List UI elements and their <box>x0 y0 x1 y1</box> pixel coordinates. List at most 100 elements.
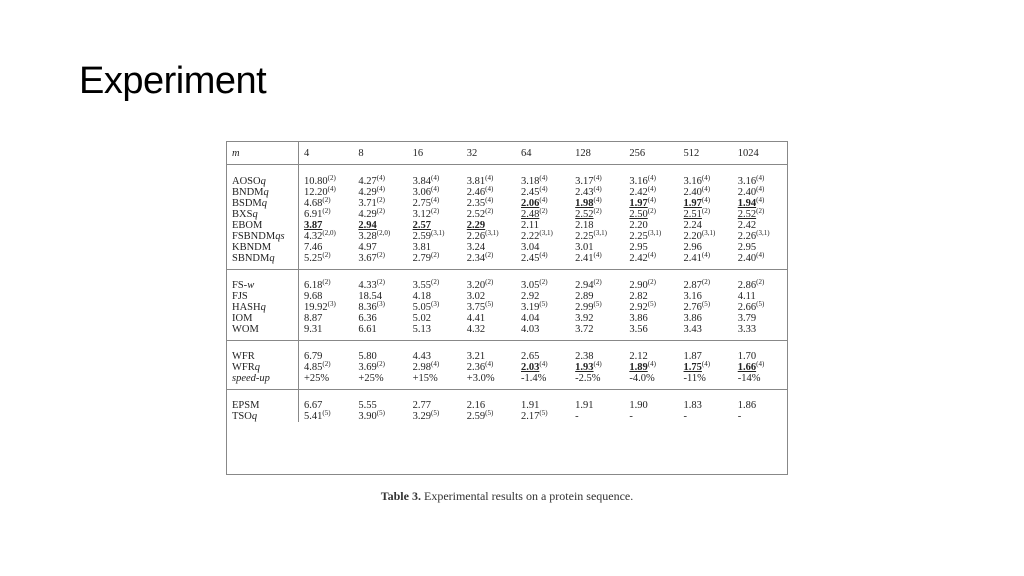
table-row: FS-w 6.18(2) 4.33(2) 3.55(2) 3.20(2) 3.05(2) 2… <box>227 269 787 291</box>
cell-value: 1.94 <box>737 197 757 209</box>
table-row: EBOM 3.87 2.94 2.57 2.29 2.11 2.18 2.20 2.24 2.42 <box>227 219 787 231</box>
cell-value: 2.57 <box>412 219 431 231</box>
table-cell: 3.19(5) <box>516 300 570 313</box>
column-header: 32 <box>461 142 516 165</box>
cell-value: 4.04 <box>520 312 540 324</box>
cell-value: 2.52 <box>466 208 486 220</box>
table-cell: 2.94(2) <box>570 269 624 291</box>
cell-parameter: (4) <box>593 195 602 204</box>
cell-parameter: (4) <box>485 359 494 368</box>
table-cell: 19.92(3) <box>299 300 354 313</box>
cell-value: -14% <box>737 372 761 384</box>
table-cell: 3.81 <box>408 242 462 253</box>
cell-value: 2.89 <box>575 290 594 302</box>
table-cell: 2.41(4) <box>570 251 625 270</box>
algorithm-name: BXSq <box>227 208 299 220</box>
cell-parameter: (2) <box>322 195 331 204</box>
table-cell: 5.55 <box>353 389 407 411</box>
algorithm-name: WFRq <box>227 361 299 373</box>
table-cell: 3.04 <box>516 242 570 253</box>
cell-value: 2.42 <box>629 252 648 264</box>
table-cell: 2.17(5) <box>516 408 570 422</box>
cell-value: 3.71 <box>358 197 377 209</box>
table-cell: 3.75(5) <box>462 300 516 313</box>
cell-parameter: (4) <box>756 173 765 182</box>
cell-value: 1.89 <box>629 361 648 373</box>
cell-parameter: (5) <box>376 408 385 417</box>
cell-value: 3.72 <box>575 323 594 335</box>
cell-value: 3.19 <box>520 301 540 313</box>
cell-value: 2.82 <box>629 290 648 302</box>
cell-parameter: (4) <box>701 184 711 193</box>
table-cell: 2.65 <box>516 340 570 362</box>
table-cell: 1.97(4) <box>679 196 733 209</box>
cell-parameter: (5) <box>647 299 656 308</box>
algorithm-suffix: q <box>260 301 266 313</box>
table-cell: -1.4% <box>515 372 571 390</box>
cell-value: 3.43 <box>683 323 702 335</box>
algorithm-name: SBNDMq <box>227 252 299 270</box>
table-cell: 10.80(2) <box>299 164 354 187</box>
table-cell: 5.41(5) <box>299 408 354 422</box>
table-cell: 4.04 <box>516 313 570 324</box>
cell-value: 2.20 <box>683 230 702 242</box>
cell-parameter: (2) <box>593 277 602 286</box>
cell-value: 2.40 <box>683 186 702 198</box>
algorithm-base: TSO <box>232 410 252 422</box>
cell-value: 2.12 <box>629 350 648 362</box>
cell-value: 4.32 <box>466 323 486 335</box>
cell-parameter: (2) <box>376 195 385 204</box>
cell-parameter: (2,0) <box>376 228 391 237</box>
table-cell: 2.50(2) <box>624 207 678 220</box>
cell-value: 2.45 <box>520 186 540 198</box>
table-cell: 2.16 <box>462 389 516 411</box>
cell-parameter: (5) <box>322 408 331 417</box>
table-cell: 2.94 <box>353 220 407 231</box>
cell-value: 2.99 <box>575 301 594 313</box>
cell-value: 3.17 <box>575 175 594 187</box>
table-cell: 2.79(2) <box>407 250 462 270</box>
cell-parameter: (3,1) <box>647 228 662 237</box>
table-cell: 3.05(2) <box>516 269 570 291</box>
cell-value: 3.86 <box>629 312 648 324</box>
algorithm-base: EPSM <box>232 399 260 411</box>
cell-parameter: (2) <box>539 277 548 286</box>
table-cell: 4.43 <box>408 340 462 362</box>
cell-parameter: (4) <box>539 359 548 368</box>
table-cell: 3.16(4) <box>624 164 678 187</box>
cell-parameter: (2) <box>539 206 548 215</box>
table-cell: - <box>570 411 624 422</box>
cell-parameter: (5) <box>539 408 548 417</box>
cell-value: -2.5% <box>575 372 601 384</box>
cell-value: 5.13 <box>412 323 431 335</box>
table-row: BNDMq 12.20(4) 4.29(4) 3.06(4) 2.46(4) 2.45(4… <box>227 184 787 198</box>
cell-parameter: (2) <box>756 206 765 215</box>
table-row: KBNDM 7.46 4.97 3.81 3.24 3.04 3.01 2.95 2.96 2.9… <box>227 241 787 253</box>
table-cell: 2.59(3,1) <box>408 229 462 242</box>
cell-value: 2.26 <box>466 230 486 242</box>
cell-value: 3.05 <box>520 279 540 291</box>
cell-value: 7.46 <box>304 241 323 253</box>
cell-parameter: (2) <box>430 250 440 259</box>
table-cell: 3.86 <box>679 313 733 324</box>
cell-parameter: (4) <box>539 250 548 259</box>
cell-parameter: (2) <box>756 277 765 286</box>
table-cell: 2.18 <box>570 220 624 231</box>
cell-value: -4.0% <box>629 372 655 384</box>
table-cell: -4.0% <box>624 372 679 390</box>
algorithm-suffix: speed-up <box>232 372 270 384</box>
table-cell: 2.42(4) <box>624 185 678 198</box>
table-cell: 2.59(5) <box>462 409 516 422</box>
table-cell: 3.81(4) <box>462 164 516 187</box>
table-row: SBNDMq 5.25(2) 3.67(2) 2.79(2) 2.34(2) 2.45(4… <box>227 250 787 270</box>
cell-value: 3.79 <box>737 312 757 324</box>
cell-value: +15% <box>412 372 438 384</box>
cell-value: 4.27 <box>358 175 377 187</box>
cell-parameter: (2) <box>647 277 656 286</box>
table-cell: 3.17(4) <box>570 164 624 187</box>
cell-value: +25% <box>358 372 384 384</box>
table-cell: 2.11 <box>516 220 570 231</box>
cell-value: 3.28 <box>358 230 377 242</box>
table-row: WFR 6.79 5.80 4.43 3.21 2.65 2.38 2.12 1.87 1.70 <box>227 340 787 362</box>
cell-value: 2.94 <box>358 219 377 231</box>
